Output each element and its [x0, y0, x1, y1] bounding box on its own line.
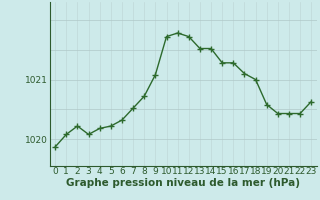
X-axis label: Graphe pression niveau de la mer (hPa): Graphe pression niveau de la mer (hPa) — [66, 178, 300, 188]
